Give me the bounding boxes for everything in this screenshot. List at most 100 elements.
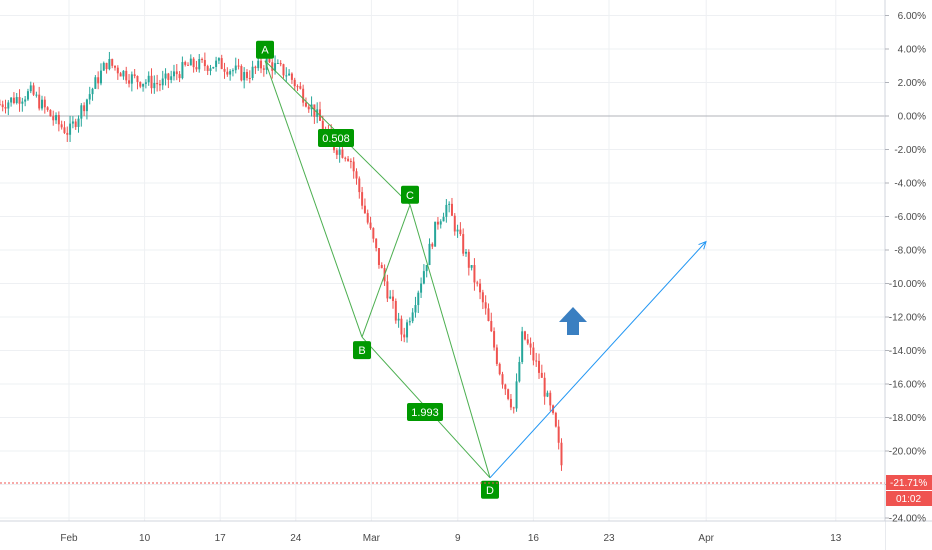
candle-body xyxy=(498,363,501,375)
projection xyxy=(489,240,707,479)
candle-body xyxy=(394,301,397,321)
current-value-badge: -21.71% 01:02 xyxy=(886,475,932,506)
candle-body xyxy=(386,281,389,299)
candle-body xyxy=(245,72,248,78)
candle-body xyxy=(335,150,338,155)
candle-body xyxy=(442,216,445,222)
candle-body xyxy=(372,228,375,239)
candle-body xyxy=(217,58,220,61)
point-label-bg xyxy=(481,480,499,499)
y-tick-label: -6.00% xyxy=(894,212,926,223)
current-value-label: -21.71% xyxy=(890,478,927,489)
y-tick-label: -12.00% xyxy=(889,313,926,324)
candle-body xyxy=(268,58,271,63)
candle-body xyxy=(133,74,136,77)
candle-body xyxy=(549,392,552,406)
candle-body xyxy=(229,71,232,75)
candle-body xyxy=(347,158,350,161)
candle-body xyxy=(560,442,563,466)
candle-body xyxy=(164,73,167,79)
candle-body xyxy=(554,412,557,427)
time-scale-bg xyxy=(0,521,885,550)
candle-body xyxy=(192,58,195,68)
x-tick-label: Feb xyxy=(60,533,78,544)
candle-body xyxy=(46,107,49,110)
x-tick-label: Mar xyxy=(363,533,381,544)
harmonic-pattern: 0.508 1.993 A B C D xyxy=(256,40,499,499)
candle-body xyxy=(15,97,18,104)
candle-body xyxy=(307,106,310,110)
candle-body xyxy=(285,75,288,77)
ratio-label: 0.508 xyxy=(322,133,350,145)
candle-body xyxy=(417,292,420,306)
y-tick-label: -4.00% xyxy=(894,179,926,190)
candle-body xyxy=(38,94,41,109)
candle-body xyxy=(198,59,201,70)
candle-body xyxy=(377,248,380,265)
candle-body xyxy=(55,115,58,121)
candle-body xyxy=(473,265,476,283)
candle-body xyxy=(557,426,560,443)
candle-body xyxy=(453,215,456,232)
candle-body xyxy=(518,361,521,382)
candle-body xyxy=(32,85,35,95)
candle-body xyxy=(209,68,212,71)
candle-body xyxy=(105,62,108,70)
y-tick-label: -18.00% xyxy=(889,413,926,424)
y-tick-label: -16.00% xyxy=(889,380,926,391)
candle-body xyxy=(41,99,43,109)
candle-body xyxy=(97,77,100,84)
candle-body xyxy=(144,82,147,84)
x-tick-label: 13 xyxy=(830,533,842,544)
candle-body xyxy=(248,77,251,79)
candle-body xyxy=(434,221,437,247)
y-tick-label: 4.00% xyxy=(898,45,926,56)
candle-body xyxy=(220,58,223,69)
candle-body xyxy=(161,78,164,86)
candle-body xyxy=(102,62,105,71)
candle-body xyxy=(363,205,366,214)
pattern-leg xyxy=(409,204,491,478)
candle-body xyxy=(139,81,142,87)
pattern-leg xyxy=(264,60,363,338)
y-tick-label: -8.00% xyxy=(894,246,926,257)
candle-body xyxy=(495,347,498,364)
candle-body xyxy=(254,66,257,69)
candle-body xyxy=(212,66,215,69)
candle-body xyxy=(481,292,484,303)
candle-body xyxy=(128,80,131,84)
candle-body xyxy=(99,70,102,84)
candle-body xyxy=(279,63,282,65)
candle-body xyxy=(167,73,170,80)
candle-body xyxy=(108,59,111,70)
candle-body xyxy=(400,318,403,335)
candle-body xyxy=(493,331,496,348)
candle-body xyxy=(52,116,55,121)
point-label-bg xyxy=(256,40,274,59)
candle-body xyxy=(465,251,468,254)
candle-body xyxy=(293,79,296,87)
candle-body xyxy=(515,381,518,409)
candle-body xyxy=(74,121,77,127)
candle-body xyxy=(18,97,21,104)
candle-body xyxy=(0,104,1,106)
candle-body xyxy=(529,343,532,348)
candle-body xyxy=(83,105,86,112)
candle-body xyxy=(276,63,279,65)
candle-body xyxy=(195,67,198,70)
candle-body xyxy=(406,322,409,338)
candle-body xyxy=(470,265,473,268)
point-label-a: A xyxy=(261,45,269,57)
candle-body xyxy=(352,161,355,172)
candle-body xyxy=(116,67,119,74)
candle-body xyxy=(175,71,178,75)
candle-body xyxy=(111,59,114,66)
candle-body xyxy=(288,73,291,76)
candle-body xyxy=(147,75,150,83)
candle-body xyxy=(448,203,451,205)
x-tick-label: Apr xyxy=(698,533,714,544)
candle-body xyxy=(7,102,10,109)
candle-body xyxy=(304,102,307,107)
candle-body xyxy=(456,229,459,232)
